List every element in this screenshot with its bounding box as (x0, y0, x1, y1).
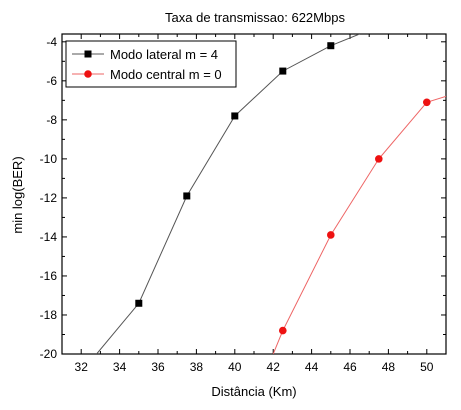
legend-label-2: Modo central m = 0 (110, 67, 222, 82)
y-tick-label: -10 (40, 152, 58, 166)
y-tick-label: -20 (40, 347, 58, 361)
data-point-series-2 (327, 231, 335, 239)
x-tick-label: 48 (382, 360, 396, 374)
x-tick-label: 46 (343, 360, 357, 374)
chart-title: Taxa de transmissao: 622Mbps (165, 10, 345, 25)
x-tick-label: 32 (75, 360, 89, 374)
data-point-series-1 (135, 299, 143, 307)
y-tick-label: -8 (46, 113, 57, 127)
y-tick-label: -6 (46, 74, 57, 88)
data-point-series-2 (375, 155, 383, 163)
data-point-series-1 (231, 112, 239, 120)
data-point-series-1 (183, 192, 191, 200)
x-tick-label: 44 (305, 360, 319, 374)
y-axis-label: min log(BER) (10, 156, 25, 233)
x-axis-label: Distância (Km) (211, 384, 296, 399)
legend: Modo lateral m = 4 Modo central m = 0 (65, 40, 237, 88)
plot-layer: 32 34 36 38 40 42 44 46 48 50 -20 -18 -16 -14 -12 -10 -8… (40, 33, 447, 374)
legend-label-1: Modo lateral m = 4 (110, 47, 218, 62)
data-point-series-2 (279, 326, 287, 335)
y-tick-label: -12 (40, 191, 58, 205)
data-point-series-2 (423, 98, 431, 107)
legend-box (65, 40, 237, 88)
x-tick-label: 36 (151, 360, 165, 374)
series-line-2 (272, 95, 446, 354)
data-point-series-1 (327, 42, 335, 50)
legend-marker-1 (84, 50, 92, 58)
y-tick-label: -4 (46, 35, 57, 49)
x-tick-label: 50 (420, 360, 434, 374)
y-tick-label: -18 (40, 308, 58, 322)
y-tick-label: -16 (40, 269, 58, 283)
x-tick-label: 40 (228, 360, 242, 374)
y-tick-label: -14 (40, 230, 58, 244)
legend-marker-2 (84, 70, 92, 78)
x-tick-label: 38 (190, 360, 204, 374)
data-point-series-1 (279, 67, 287, 75)
x-tick-label: 34 (113, 360, 127, 374)
x-tick-label: 42 (267, 360, 281, 374)
